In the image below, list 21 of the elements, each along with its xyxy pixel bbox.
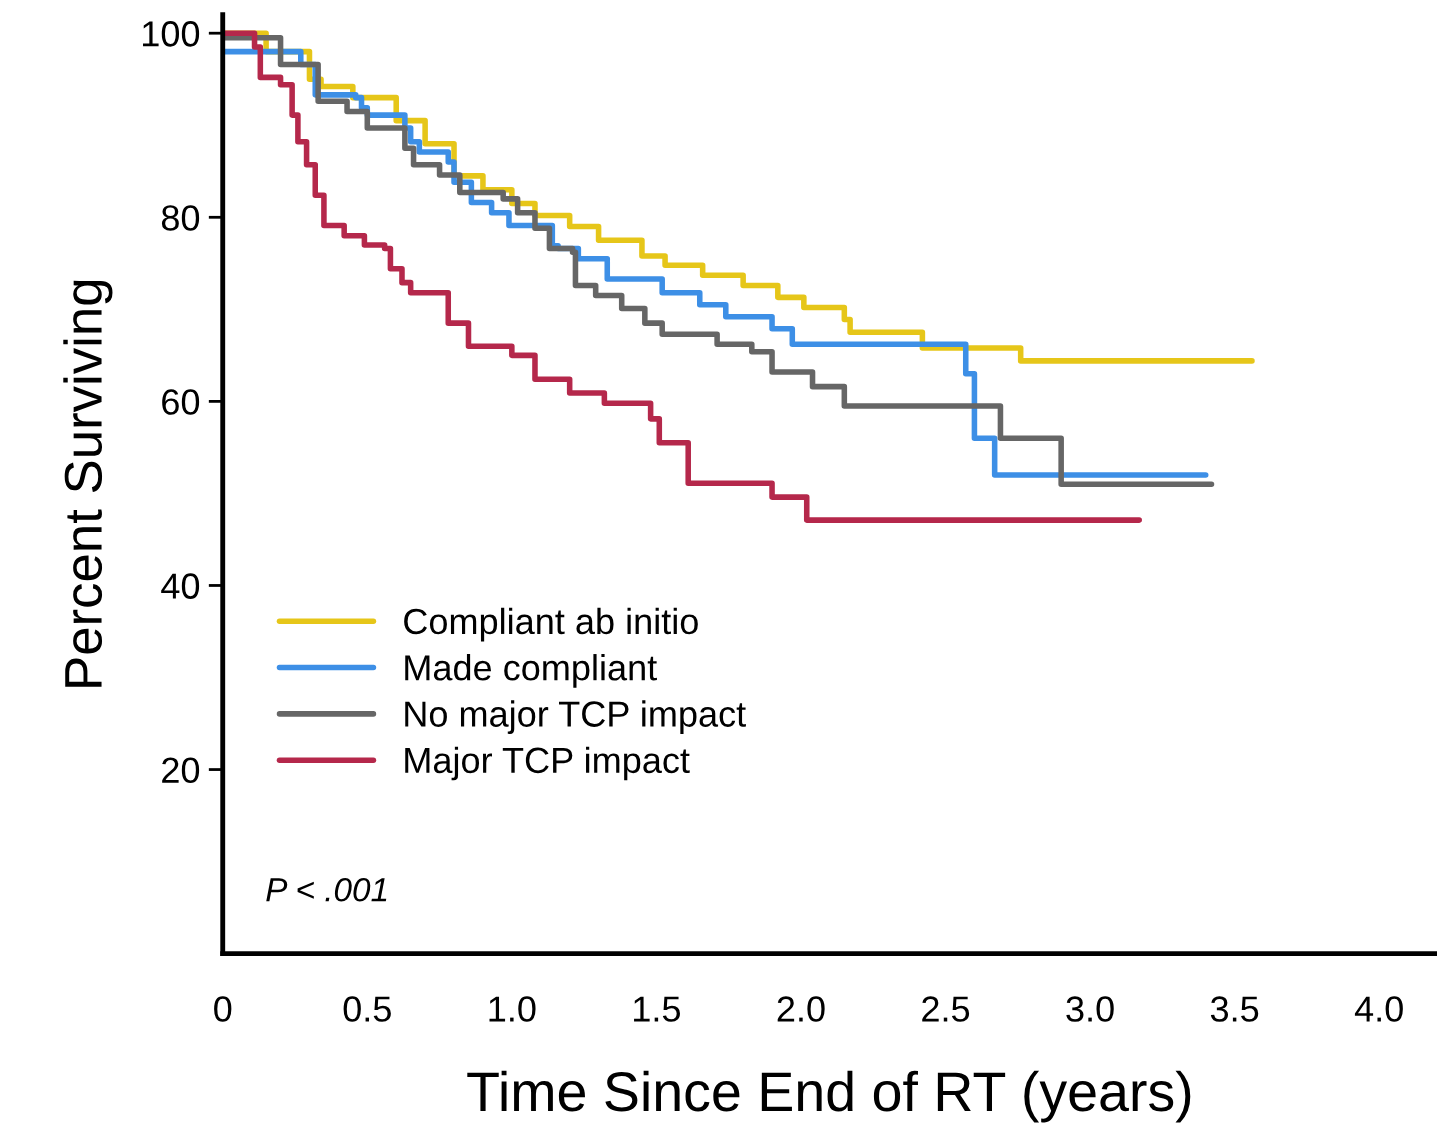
x-tick-label: 0	[214, 996, 232, 1022]
legend-label: Compliant ab initio	[404, 607, 698, 642]
x-axis-title: Time Since End of RT (years)	[467, 1070, 1191, 1123]
x-tick-label: 3.0	[1066, 996, 1114, 1022]
legend-label: No major TCP impact	[405, 700, 746, 735]
x-tick-label: 1.5	[634, 996, 680, 1022]
x-tick-label: 1.0	[489, 996, 536, 1022]
y-tick-label: 40	[161, 573, 200, 599]
x-tick-label: 2.5	[922, 996, 970, 1022]
annotation: P < .001	[266, 877, 387, 902]
x-tick-label: 3.5	[1210, 996, 1259, 1022]
x-tick-label: 0.5	[343, 996, 391, 1022]
legend-label: Made compliant	[405, 654, 657, 688]
y-tick-label: 100	[143, 21, 200, 47]
y-axis-title: Percent Surviving	[63, 280, 113, 687]
y-tick-label: 20	[162, 757, 200, 783]
y-tick-label: 80	[161, 205, 200, 231]
x-tick-label: 2.0	[777, 996, 825, 1022]
x-tick-label: 4.0	[1354, 996, 1403, 1022]
legend-label: Major TCP impact	[405, 746, 690, 781]
y-tick-label: 60	[162, 389, 200, 415]
